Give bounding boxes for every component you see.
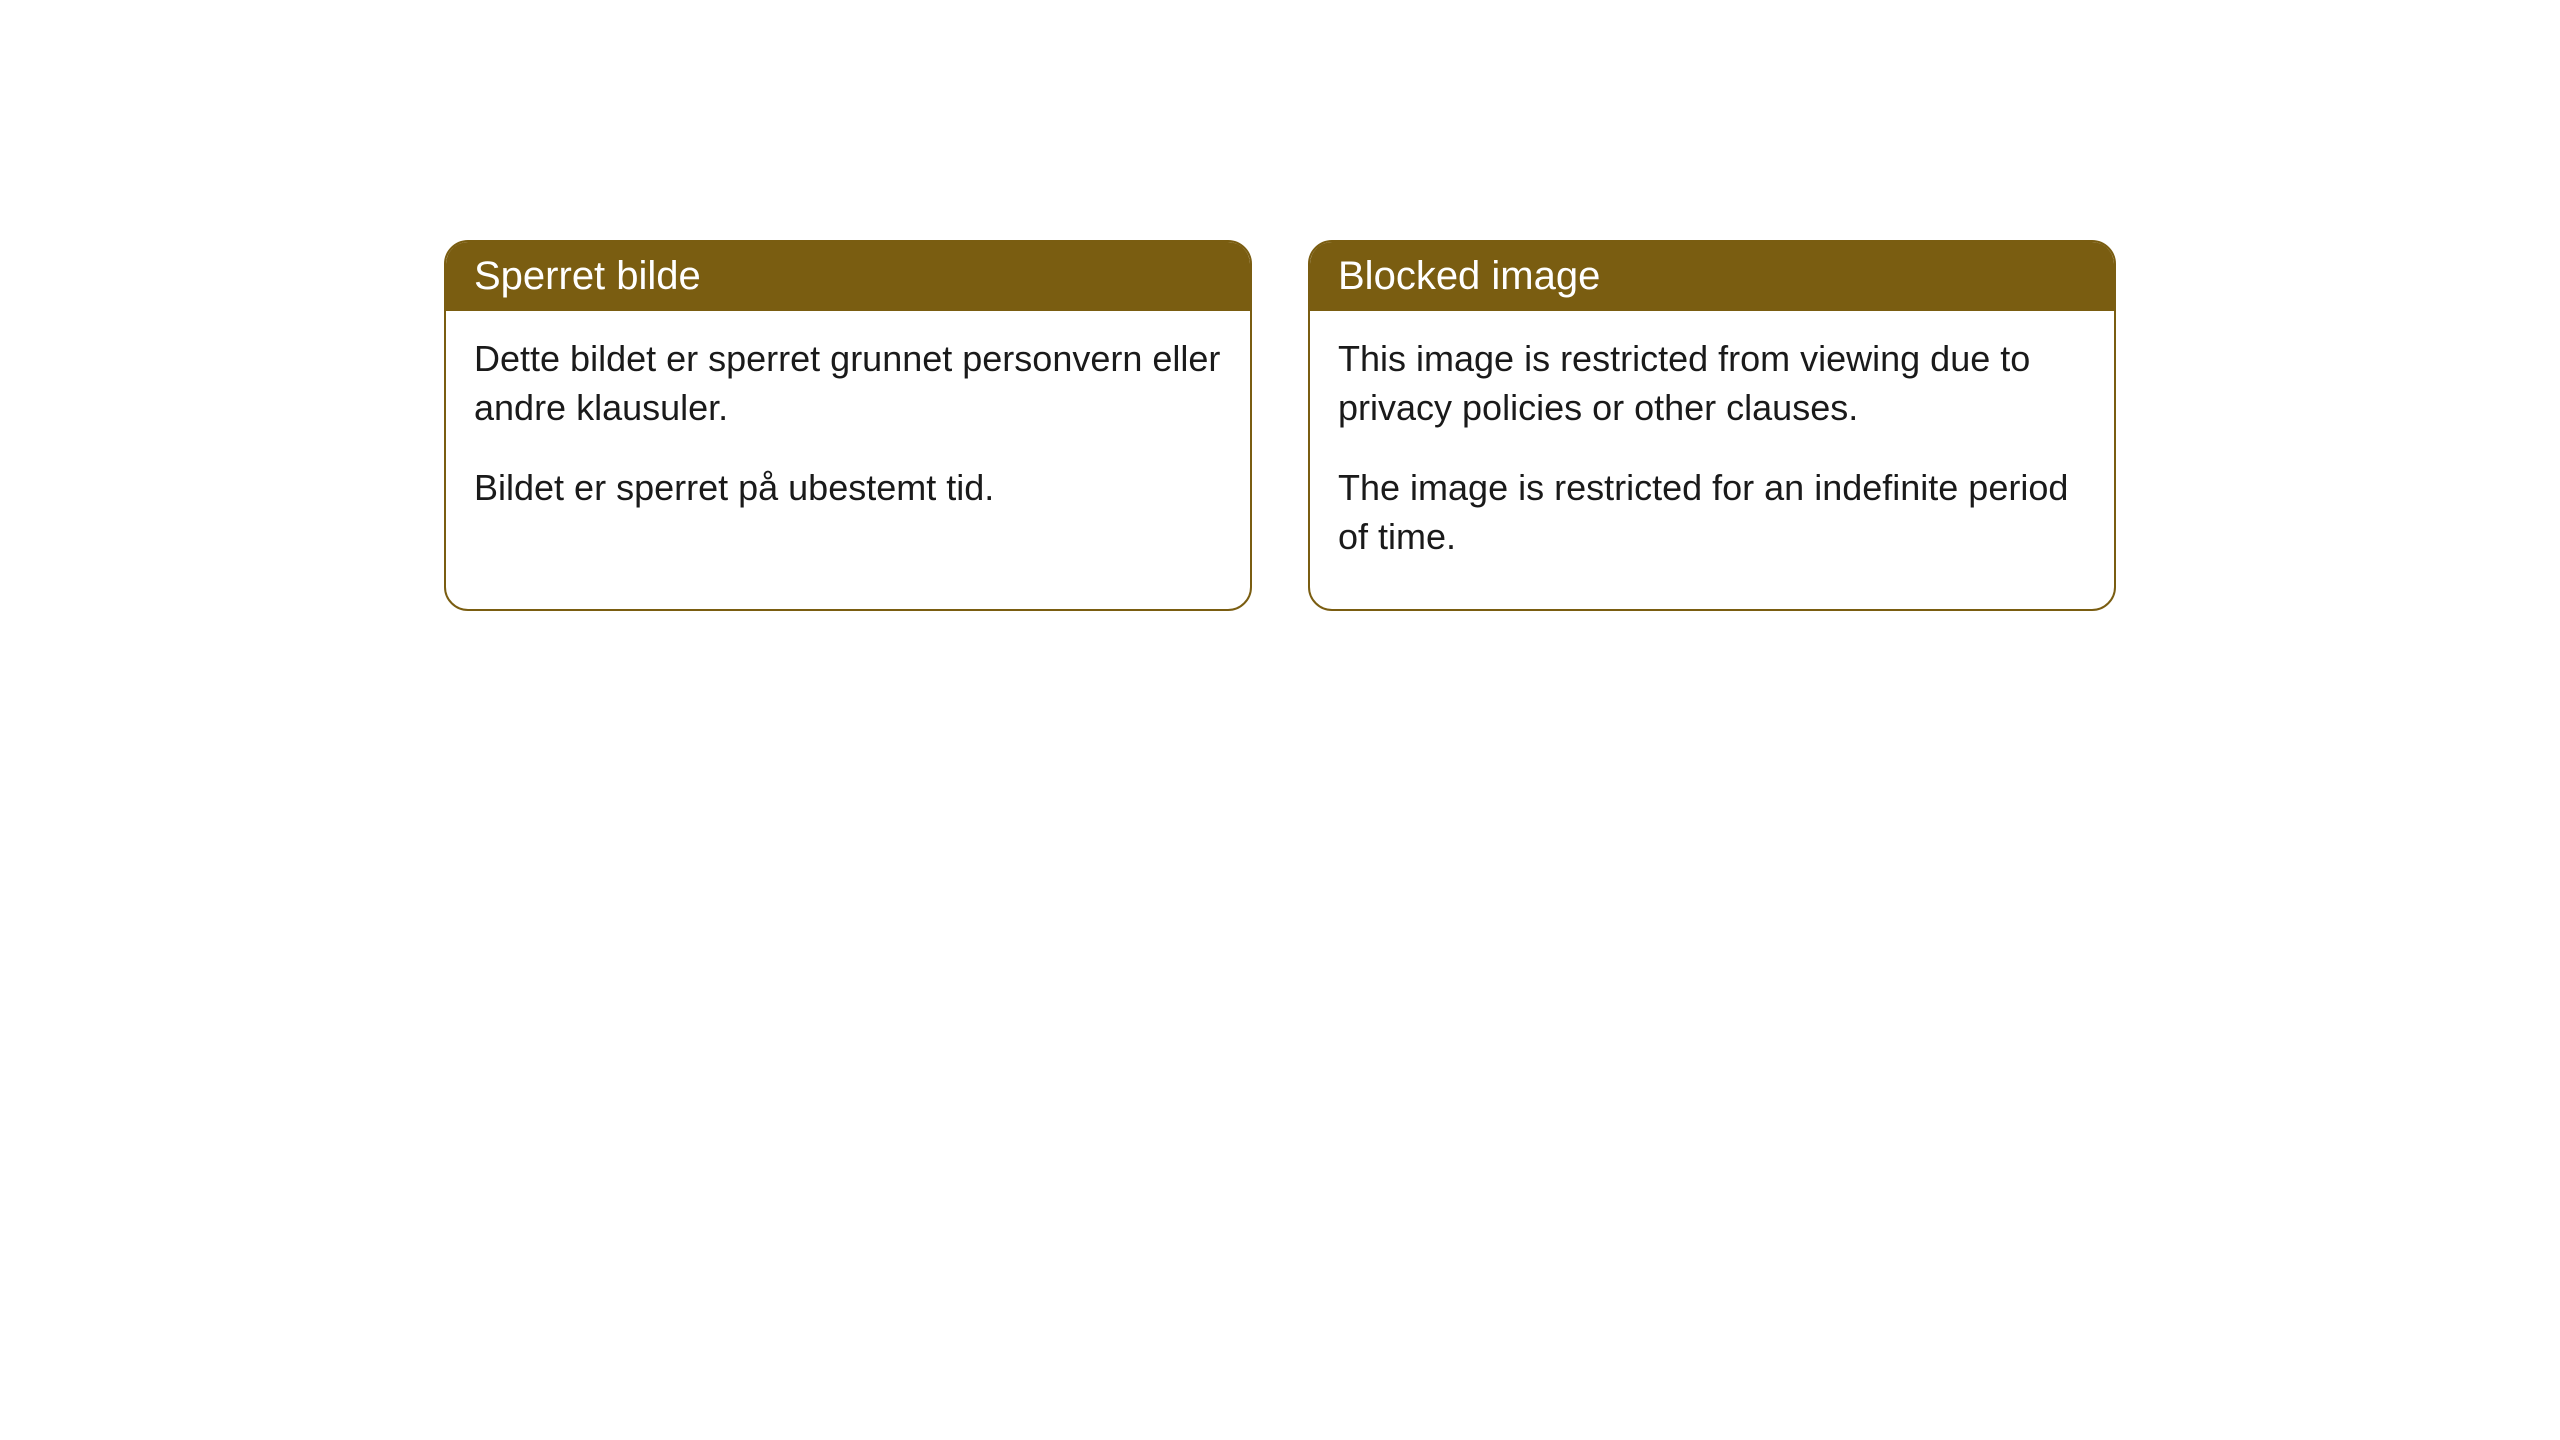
card-paragraph: Dette bildet er sperret grunnet personve… (474, 335, 1222, 432)
card-header: Blocked image (1310, 242, 2114, 311)
card-header: Sperret bilde (446, 242, 1250, 311)
blocked-image-card-norwegian: Sperret bilde Dette bildet er sperret gr… (444, 240, 1252, 611)
card-body: This image is restricted from viewing du… (1310, 311, 2114, 609)
card-title: Blocked image (1338, 254, 1600, 298)
card-body: Dette bildet er sperret grunnet personve… (446, 311, 1250, 561)
card-paragraph: This image is restricted from viewing du… (1338, 335, 2086, 432)
blocked-image-card-english: Blocked image This image is restricted f… (1308, 240, 2116, 611)
info-cards-container: Sperret bilde Dette bildet er sperret gr… (444, 240, 2116, 611)
card-paragraph: Bildet er sperret på ubestemt tid. (474, 464, 1222, 513)
card-title: Sperret bilde (474, 254, 701, 298)
card-paragraph: The image is restricted for an indefinit… (1338, 464, 2086, 561)
